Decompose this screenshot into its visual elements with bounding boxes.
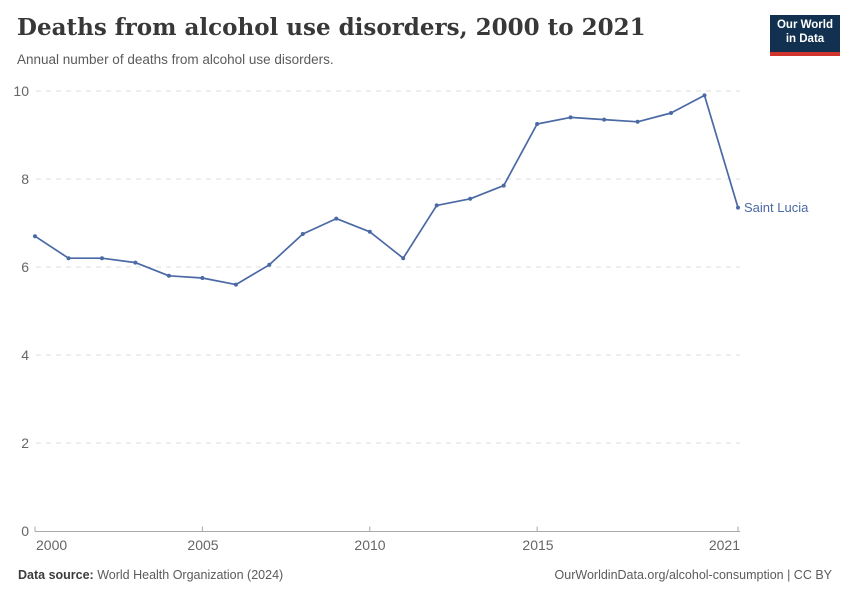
y-axis-tick-4: 4 <box>21 347 29 363</box>
chart-subtitle: Annual number of deaths from alcohol use… <box>17 52 334 67</box>
y-axis-tick-6: 6 <box>21 259 29 275</box>
data-source-label: Data source: <box>18 568 94 582</box>
series-label-saint-lucia[interactable]: Saint Lucia <box>744 200 809 215</box>
x-axis-tick-2015: 2015 <box>522 537 554 553</box>
owid-logo-line1: Our World <box>776 19 833 31</box>
data-source-note: Data source: World Health Organization (… <box>18 568 283 582</box>
x-axis-tick-2000: 2000 <box>36 537 68 553</box>
owid-logo-line2: in Data <box>785 33 825 45</box>
attribution-link[interactable]: OurWorldinData.org/alcohol-consumption |… <box>554 568 832 582</box>
x-axis-tick-2021: 2021 <box>708 537 740 553</box>
y-axis-tick-8: 8 <box>21 171 29 187</box>
data-source-value: World Health Organization (2024) <box>93 568 284 582</box>
y-axis-tick-2: 2 <box>21 435 29 451</box>
x-axis-tick-2005: 2005 <box>187 537 219 553</box>
chart-title: Deaths from alcohol use disorders, 2000 … <box>17 14 646 41</box>
y-axis-tick-0: 0 <box>21 523 29 539</box>
y-axis-tick-10: 10 <box>13 83 29 99</box>
owid-logo[interactable]: Our World in Data <box>770 15 840 56</box>
x-axis-tick-2010: 2010 <box>354 537 386 553</box>
